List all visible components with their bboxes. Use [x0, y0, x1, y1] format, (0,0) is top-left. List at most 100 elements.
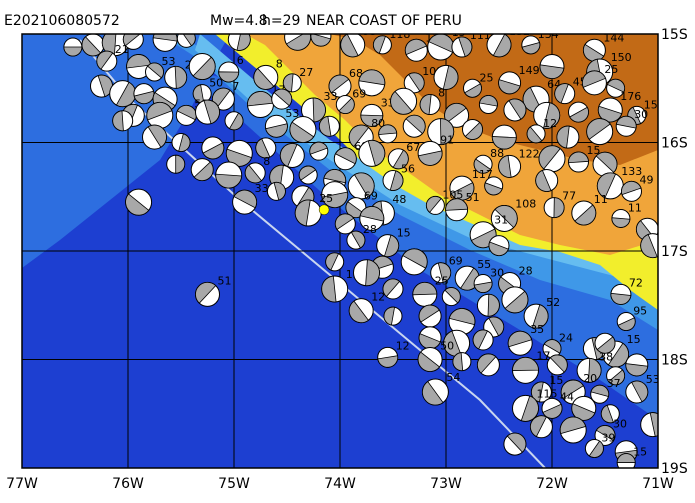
focal-mechanism: [255, 137, 277, 159]
beachball-compressional: [350, 230, 366, 249]
beachball-compressional: [253, 67, 275, 90]
beachball-compressional: [521, 42, 541, 55]
beachball-compressional: [610, 292, 632, 305]
focal-mechanism: [568, 101, 589, 123]
beachball-compressional: [126, 54, 151, 69]
focal-mechanism: [125, 188, 153, 216]
mechanism-label: 15: [644, 98, 658, 111]
focal-mechanism: 105: [425, 188, 463, 215]
beachball-compressional: [487, 293, 500, 317]
beachball-compressional: [193, 161, 214, 181]
mechanism-label: 51: [466, 191, 480, 204]
beachball-compressional: [640, 233, 658, 258]
mechanism-label: 150: [611, 51, 632, 64]
beachball-compressional: [312, 97, 326, 123]
focal-mechanism: [271, 88, 293, 110]
beachball-compressional: [147, 124, 167, 148]
focal-mechanism: 25: [294, 192, 333, 227]
mechanism-label: 8: [438, 87, 445, 100]
beachball-compressional: [531, 304, 549, 329]
focal-mechanism: 38: [576, 350, 613, 383]
focal-mechanism: 77: [543, 190, 576, 219]
focal-mechanism: 12: [348, 291, 385, 324]
lon-tick-label: 77W: [6, 476, 38, 492]
beachball-compressional: [464, 121, 483, 140]
beachball-compressional: [175, 154, 186, 174]
focal-mechanism: [533, 101, 561, 129]
beachball-compressional: [571, 403, 596, 421]
mechanism-label: 91: [440, 133, 454, 146]
focal-mechanism: 45: [554, 76, 587, 105]
mechanism-label: 15: [627, 333, 641, 346]
focal-mechanism: [478, 95, 498, 115]
beachball-compressional: [512, 356, 539, 371]
focal-mechanism: 51: [195, 274, 232, 307]
lon-tick-label: 75W: [218, 476, 250, 492]
mechanism-label: 6: [237, 54, 244, 67]
lon-tick-label: 76W: [112, 476, 144, 492]
focal-mechanism: [133, 83, 155, 105]
focal-mechanism: 25: [412, 274, 449, 307]
focal-mechanism: 11: [571, 193, 608, 226]
beachball-compressional: [215, 173, 243, 189]
focal-mechanism: [112, 110, 134, 132]
beachball-compressional: [422, 380, 444, 406]
beachball-compressional: [377, 355, 399, 368]
beachball-compressional: [488, 316, 505, 337]
focal-mechanism: 37: [590, 377, 621, 404]
focal-mechanism: 53: [264, 107, 299, 138]
mechanism-label: 39: [601, 431, 615, 444]
focal-mechanism: [171, 133, 191, 152]
mechanism-label: 50: [440, 340, 454, 353]
beachball-compressional: [530, 415, 547, 438]
mechanism-label: 24: [559, 332, 573, 345]
beachball-compressional: [338, 97, 355, 114]
beachball-compressional: [484, 182, 503, 196]
focal-mechanism: 12: [377, 339, 410, 368]
beachball-compressional: [225, 148, 253, 167]
focal-mechanism: [546, 354, 568, 376]
beachball-compressional: [152, 34, 178, 42]
mechanism-label: 69: [449, 255, 463, 268]
beachball-compressional: [279, 143, 298, 168]
lon-tick-label: 71W: [642, 476, 674, 492]
focal-mechanism: [146, 101, 174, 129]
mechanism-label: 133: [621, 165, 642, 178]
longitude-axis: 77W 76W 75W 74W 73W 72W 71W: [6, 476, 674, 492]
focal-mechanism: 69: [335, 88, 366, 115]
beachball-compressional: [559, 416, 587, 435]
beachball-compressional: [373, 35, 386, 54]
mechanism-label: 53: [162, 55, 176, 68]
beachball-compressional: [334, 213, 355, 231]
focal-mechanism: [503, 98, 527, 122]
beachball-compressional: [542, 403, 563, 419]
mechanism-label: 38: [599, 350, 613, 363]
focal-mechanism: [539, 54, 565, 80]
focal-mechanism: 122: [498, 147, 540, 178]
focal-mechanism: [279, 143, 305, 169]
mechanism-label: 93: [363, 25, 377, 38]
beachball-compressional: [590, 384, 610, 398]
beachball-compressional: [273, 88, 293, 107]
mechanism-label: 72: [629, 276, 643, 289]
focal-mechanism: 54: [421, 371, 460, 406]
beachball-compressional: [608, 369, 625, 386]
beachball-compressional: [402, 248, 428, 269]
mechanism-label: 149: [519, 64, 540, 77]
beachball-compressional: [498, 155, 512, 178]
beachball-compressional: [417, 150, 443, 166]
focal-mechanism: [63, 37, 83, 57]
focal-mechanism: 44: [541, 390, 574, 419]
focal-mechanism: [586, 118, 614, 146]
mechanism-label: 55: [477, 258, 491, 271]
beachball-compressional: [506, 432, 527, 453]
mechanism-label: 12: [543, 117, 557, 130]
beachball-compressional: [549, 354, 568, 373]
focal-mechanism: [321, 181, 349, 209]
beachball-compressional: [477, 353, 497, 374]
focal-mechanism: 24: [542, 332, 573, 359]
focal-mechanism: 91: [417, 133, 454, 166]
mechanism-label: 176: [620, 90, 641, 103]
mechanism-label: 15: [452, 26, 466, 39]
